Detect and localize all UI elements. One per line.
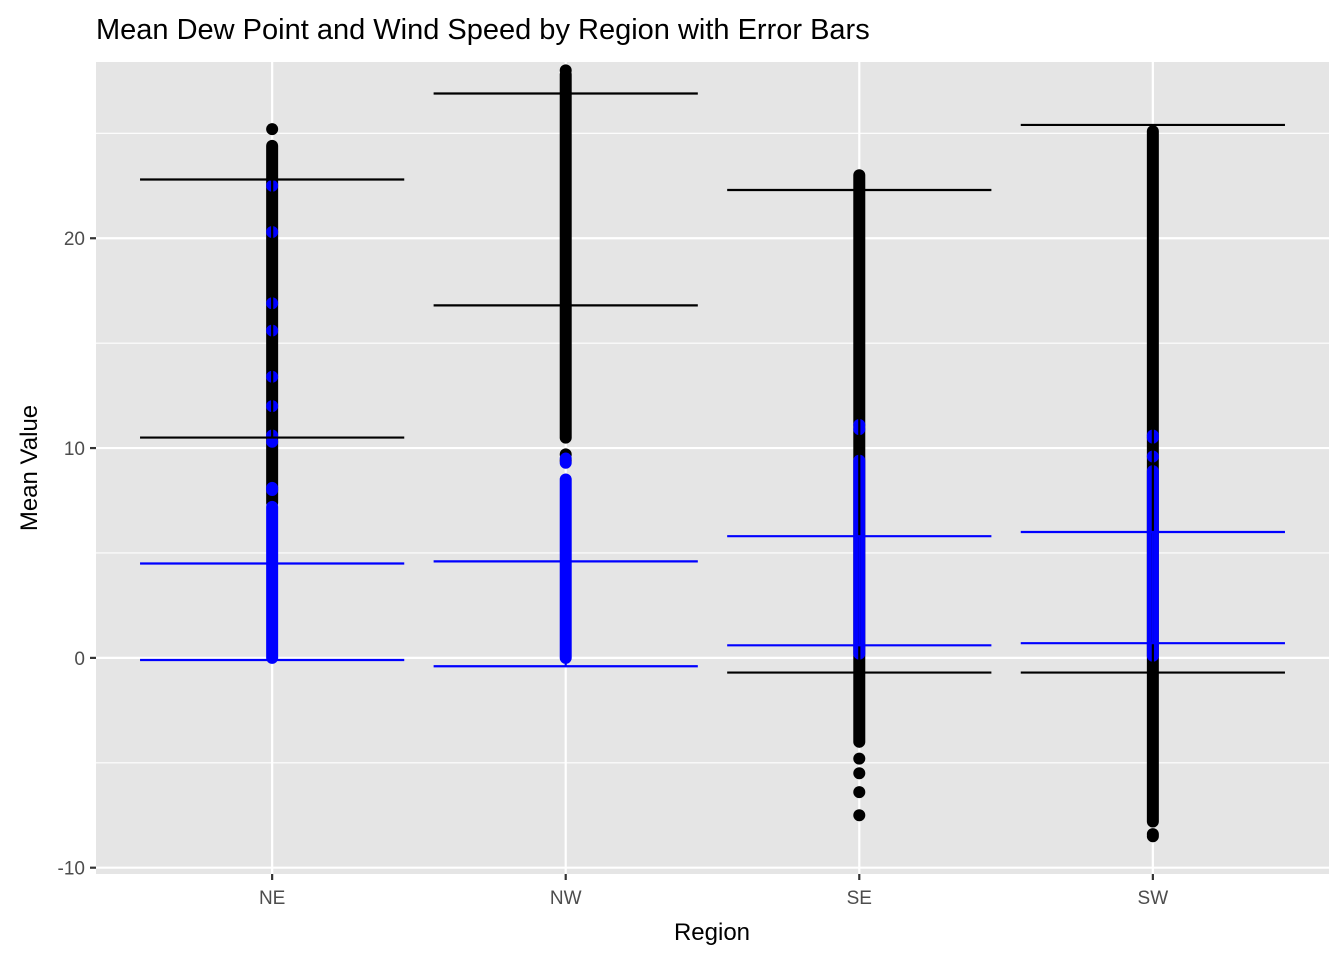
error-bars [140,92,1285,674]
minor-gridlines [96,132,1329,764]
x-axis-title: Region [674,919,750,946]
x-tick-label: NE [259,888,285,909]
data-point [559,64,572,77]
data-point [853,752,866,765]
error-bar [433,92,698,307]
data-point [853,786,866,799]
y-tick-label: 10 [64,439,85,460]
y-tick-label: 0 [74,649,85,670]
error-bar [1020,530,1285,645]
error-bar [140,562,405,662]
y-tick-label: 20 [64,229,85,250]
data-point [853,767,866,780]
chart-title: Mean Dew Point and Wind Speed by Region … [96,14,870,46]
x-tick-label: NW [550,888,582,909]
y-axis-title: Mean Value [16,405,43,531]
error-bar [433,560,698,668]
data-point [559,452,572,465]
x-tick-label: SE [847,888,872,909]
plot-panel [96,62,1329,874]
data-point [1146,828,1159,841]
error-bar [140,178,405,439]
data-point [853,809,866,822]
data-point [266,123,279,136]
x-tick-label: SW [1138,888,1169,909]
x-axis: NE NW SE SW [259,874,1168,909]
y-tick-label: -10 [58,859,85,880]
error-bar [727,535,992,647]
data-point [266,481,279,494]
y-axis: -10 0 10 20 [58,229,96,880]
